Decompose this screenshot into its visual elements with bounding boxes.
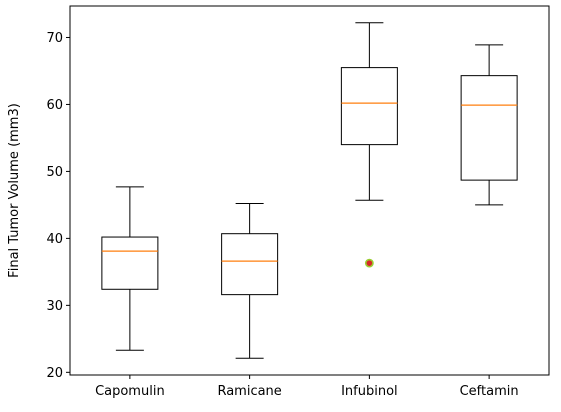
y-tick-label: 50	[46, 165, 63, 180]
iqr-box	[340, 67, 398, 146]
outlier-point	[364, 258, 374, 268]
iqr-box	[101, 236, 159, 290]
y-axis-label: Final Tumor Volume (mm3)	[7, 103, 22, 278]
y-tick-label: 20	[46, 366, 63, 381]
x-tick-label: Capomulin	[95, 384, 165, 399]
plot-frame	[69, 5, 550, 376]
iqr-box	[460, 75, 518, 181]
plot-marks	[101, 22, 518, 359]
y-tick-label: 30	[46, 299, 63, 314]
x-tick-label: Ceftamin	[460, 384, 519, 399]
x-tick-label: Infubinol	[341, 384, 398, 399]
x-tick-label: Ramicane	[217, 384, 281, 399]
iqr-box	[221, 233, 279, 296]
box-group-ceftamin	[460, 44, 518, 206]
box-group-capomulin	[101, 186, 159, 351]
x-axis: Capomulin Ramicane Infubinol Ceftamin	[95, 375, 519, 399]
y-axis: 20 30 40 50 60 70	[46, 31, 70, 381]
y-tick-label: 40	[46, 232, 63, 247]
y-tick-label: 70	[46, 31, 63, 46]
box-group-infubinol	[340, 22, 398, 268]
box-group-ramicane	[221, 203, 279, 359]
y-tick-label: 60	[46, 98, 63, 113]
